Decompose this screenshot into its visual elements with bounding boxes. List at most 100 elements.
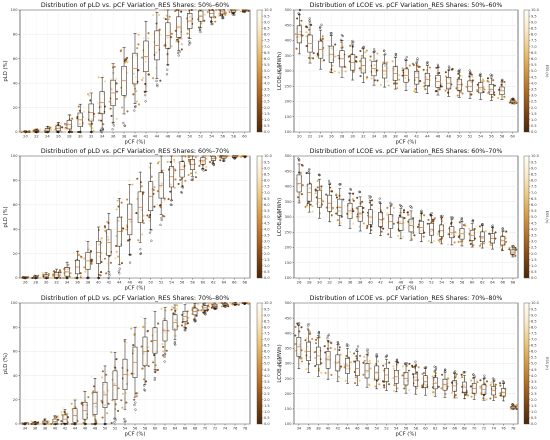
scatter-point (494, 231, 497, 234)
colorbar-tick-label: 7.0 (531, 338, 537, 342)
x-tick-label: 74 (223, 427, 228, 431)
scatter-point (455, 373, 458, 376)
x-tick-label: 52 (468, 135, 473, 139)
colorbar-tick-label: 4.0 (531, 81, 537, 85)
scatter-point (83, 387, 86, 390)
chart-title: Distribution of LCOE vs. pCF Variation_R… (310, 295, 503, 302)
outlier-point (104, 422, 107, 426)
scatter-point (341, 70, 344, 73)
outlier-point (64, 422, 67, 426)
scatter-point (132, 93, 135, 96)
scatter-point (141, 367, 144, 370)
scatter-point (177, 40, 180, 43)
colorbar-tick-label: 3.5 (264, 88, 270, 92)
scatter-point (487, 80, 490, 83)
scatter-point (392, 367, 395, 370)
scatter-point (150, 340, 153, 343)
scatter-point (363, 359, 366, 362)
colorbar-tick-label: 3.5 (531, 380, 537, 384)
scatter-point (415, 390, 418, 394)
scatter-point (185, 322, 188, 326)
scatter-point (147, 73, 150, 76)
colorbar-tick-label: 10.0 (264, 154, 272, 158)
outlier-point (159, 223, 162, 226)
x-tick-label: 30 (350, 135, 355, 139)
outlier-point (34, 276, 37, 280)
colorbar-tick-label: 3.5 (531, 234, 537, 238)
scatter-point (69, 272, 72, 275)
scatter-point (317, 66, 320, 69)
colorbar-tick-label: 10.0 (531, 301, 539, 305)
scatter-point (80, 401, 83, 404)
outlier-point (199, 30, 202, 34)
outlier-point (420, 210, 423, 213)
scatter-point (438, 72, 441, 75)
scatter-point (151, 314, 154, 317)
scatter-point (127, 239, 130, 242)
scatter-point (30, 420, 33, 423)
x-tick-label: 28 (340, 135, 345, 139)
scatter-point (313, 362, 316, 366)
scatter-point (189, 172, 193, 175)
outlier-point (479, 73, 482, 77)
scatter-point (68, 265, 71, 268)
colorbar-tick-label: 7.5 (264, 39, 270, 43)
outlier-point (453, 371, 456, 374)
scatter-point (478, 225, 482, 228)
scatter-point (205, 165, 208, 168)
scatter-point (124, 60, 127, 63)
outlier-point (184, 329, 187, 332)
scatter-point (365, 49, 368, 52)
outlier-point (502, 229, 505, 233)
outlier-point (384, 52, 387, 55)
scatter-point (398, 78, 401, 81)
scatter-point (503, 80, 506, 83)
x-tick-label: 40 (96, 281, 101, 285)
scatter-point (76, 251, 80, 254)
scatter-point (137, 321, 140, 324)
x-tick-label: 36 (306, 427, 311, 431)
scatter-point (37, 422, 40, 426)
scatter-point (358, 68, 362, 71)
scatter-point (362, 206, 365, 209)
scatter-point (296, 196, 300, 199)
scatter-point (362, 361, 365, 364)
scatter-point (305, 172, 308, 175)
chart-panel-4: Distribution of LCOE vs. pCF Variation_R… (277, 148, 549, 292)
scatter-point (344, 379, 347, 382)
scatter-point (318, 212, 321, 215)
scatter-point (160, 332, 163, 335)
scatter-point (296, 322, 299, 325)
scatter-point (386, 80, 389, 83)
scatter-point (479, 379, 482, 382)
scatter-point (392, 210, 395, 213)
scatter-point (374, 385, 377, 388)
outlier-point (298, 159, 301, 162)
colorbar-tick-label: 5.5 (264, 356, 270, 360)
outlier-point (139, 252, 142, 255)
outlier-point (34, 130, 37, 134)
x-tick-label: 48 (365, 427, 370, 431)
scatter-point (64, 123, 67, 126)
outlier-point (511, 403, 514, 406)
scatter-point (204, 169, 207, 172)
x-tick-label: 22 (34, 135, 39, 139)
x-axis-label: pCF (%) (125, 140, 146, 146)
colorbar-tick-label: 3.0 (531, 94, 537, 98)
x-tick-label: 52 (113, 427, 118, 431)
scatter-point (476, 381, 479, 384)
scatter-point (382, 61, 385, 64)
colorbar-tick-label: 1.5 (264, 112, 270, 116)
scatter-point (197, 311, 200, 314)
scatter-point (98, 224, 101, 227)
scatter-point (172, 334, 175, 337)
scatter-point (71, 422, 74, 426)
outlier-point (375, 355, 378, 358)
x-tick-label: 26 (297, 281, 302, 285)
outlier-point (414, 363, 418, 366)
scatter-point (203, 19, 206, 22)
outlier-point (155, 79, 158, 82)
scatter-point (499, 392, 502, 395)
scatter-point (419, 79, 422, 83)
scatter-point (366, 226, 369, 230)
